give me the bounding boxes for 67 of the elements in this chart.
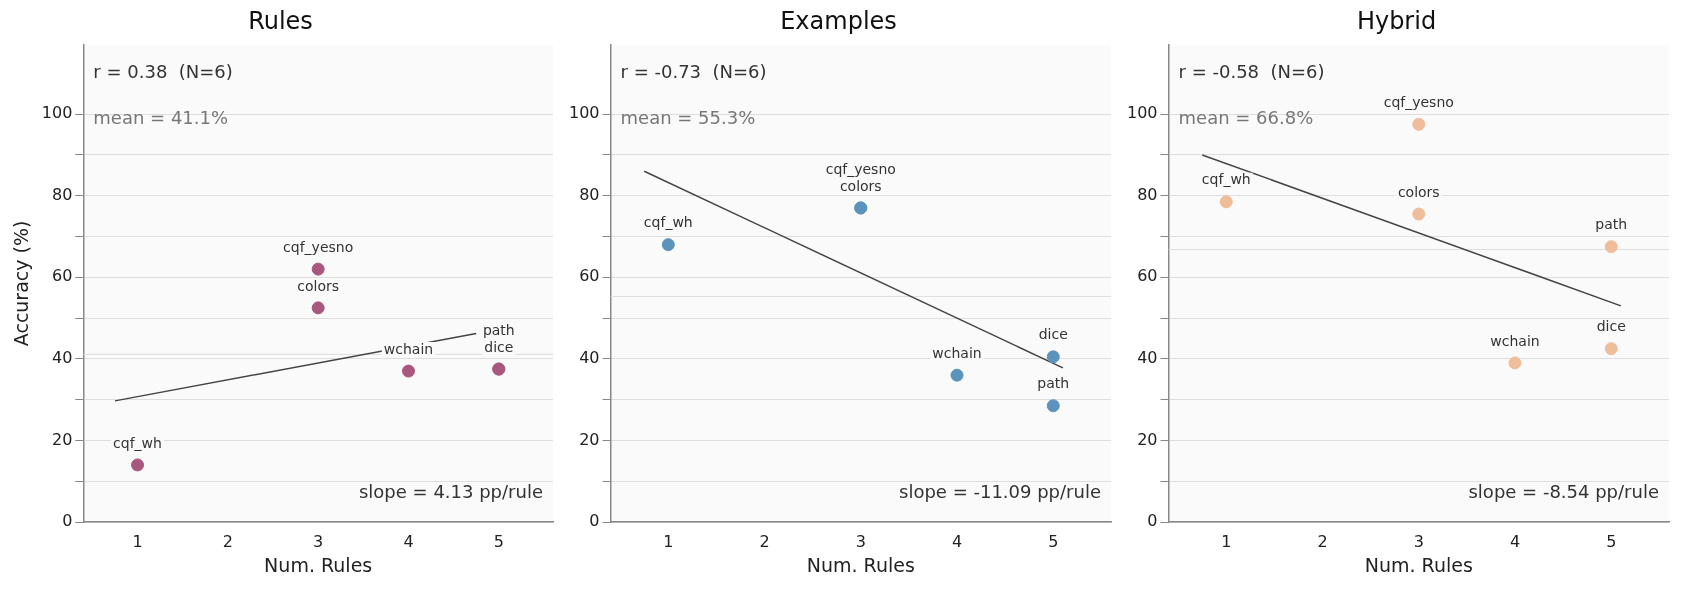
- x-tick-label: 3: [313, 531, 324, 551]
- annotation: cqf_wh: [1201, 171, 1251, 188]
- y-tick-label: 80: [579, 184, 600, 204]
- x-axis-title: Num. Rules: [1364, 553, 1473, 576]
- chart-title: Examples: [780, 6, 897, 35]
- x-tick-label: 3: [1413, 531, 1424, 551]
- x-tick-label: 5: [1606, 531, 1617, 551]
- chart-title: Rules: [248, 6, 313, 35]
- x-tick-label: 4: [951, 531, 963, 551]
- x-tick-label: 3: [855, 531, 866, 551]
- y-tick-label: 60: [51, 266, 73, 286]
- y-tick-label: 20: [579, 429, 600, 449]
- y-tick-label: 100: [41, 103, 73, 123]
- annotation: dice: [1596, 318, 1626, 335]
- annotation: mean = 55.3%: [620, 107, 756, 129]
- annotation: wchain: [383, 340, 434, 357]
- y-tick-label: 80: [51, 184, 73, 204]
- y-tick-label: 60: [1137, 266, 1158, 286]
- annotation: path: [1595, 216, 1628, 233]
- y-tick-label: 100: [1126, 103, 1158, 123]
- y-tick-label: 40: [579, 348, 600, 368]
- annotation: path: [482, 321, 515, 338]
- annotation: slope = -8.54 pp/rule: [1468, 480, 1659, 502]
- annotation: wchain: [932, 344, 982, 361]
- annotation: cqf_yesno: [825, 160, 896, 177]
- x-tick-label: 2: [759, 531, 770, 551]
- annotation: colors: [1397, 183, 1440, 200]
- y-tick-label: 40: [51, 348, 73, 368]
- annotation: r = -0.73 (N=6): [620, 61, 767, 83]
- x-axis-title: Num. Rules: [806, 553, 915, 576]
- x-tick-label: 5: [493, 531, 504, 551]
- annotation: mean = 66.8%: [1178, 107, 1314, 129]
- annotation: slope = -11.09 pp/rule: [899, 480, 1101, 502]
- y-tick-label: 20: [51, 429, 73, 449]
- x-tick-label: 4: [403, 531, 414, 551]
- y-axis-title: Accuracy (%): [10, 220, 33, 347]
- y-tick-label: 20: [1137, 429, 1158, 449]
- annotation: r = -0.58 (N=6): [1178, 61, 1325, 83]
- annotation: slope = 4.13 pp/rule: [358, 480, 543, 502]
- annotation: path: [1037, 375, 1070, 392]
- y-tick-label: 0: [1147, 511, 1158, 531]
- x-axis-title: Num. Rules: [264, 553, 373, 576]
- y-tick-label: 80: [1137, 184, 1158, 204]
- annotation: colors: [297, 277, 340, 294]
- annotation: dice: [1038, 326, 1068, 343]
- annotation: mean = 41.1%: [93, 107, 229, 129]
- y-tick-label: 100: [568, 103, 600, 123]
- x-tick-label: 2: [1317, 531, 1328, 551]
- annotation: cqf_yesno: [1383, 93, 1454, 110]
- x-tick-label: 1: [1221, 531, 1232, 551]
- x-tick-label: 1: [663, 531, 674, 551]
- annotation: cqf_wh: [113, 434, 162, 451]
- annotation: r = 0.38 (N=6): [93, 61, 233, 83]
- y-tick-label: 0: [589, 511, 600, 531]
- x-tick-label: 5: [1048, 531, 1059, 551]
- annotation: wchain: [1490, 332, 1540, 349]
- x-tick-label: 1: [132, 531, 143, 551]
- annotation: dice: [484, 338, 514, 355]
- x-tick-label: 4: [1509, 531, 1521, 551]
- annotation: cqf_yesno: [283, 238, 354, 255]
- chart-title: Hybrid: [1356, 6, 1437, 35]
- y-tick-label: 40: [1137, 348, 1158, 368]
- y-tick-label: 60: [579, 266, 600, 286]
- annotation: cqf_wh: [643, 214, 693, 231]
- y-tick-label: 0: [62, 511, 73, 531]
- x-tick-label: 2: [222, 531, 233, 551]
- annotation: colors: [839, 177, 882, 194]
